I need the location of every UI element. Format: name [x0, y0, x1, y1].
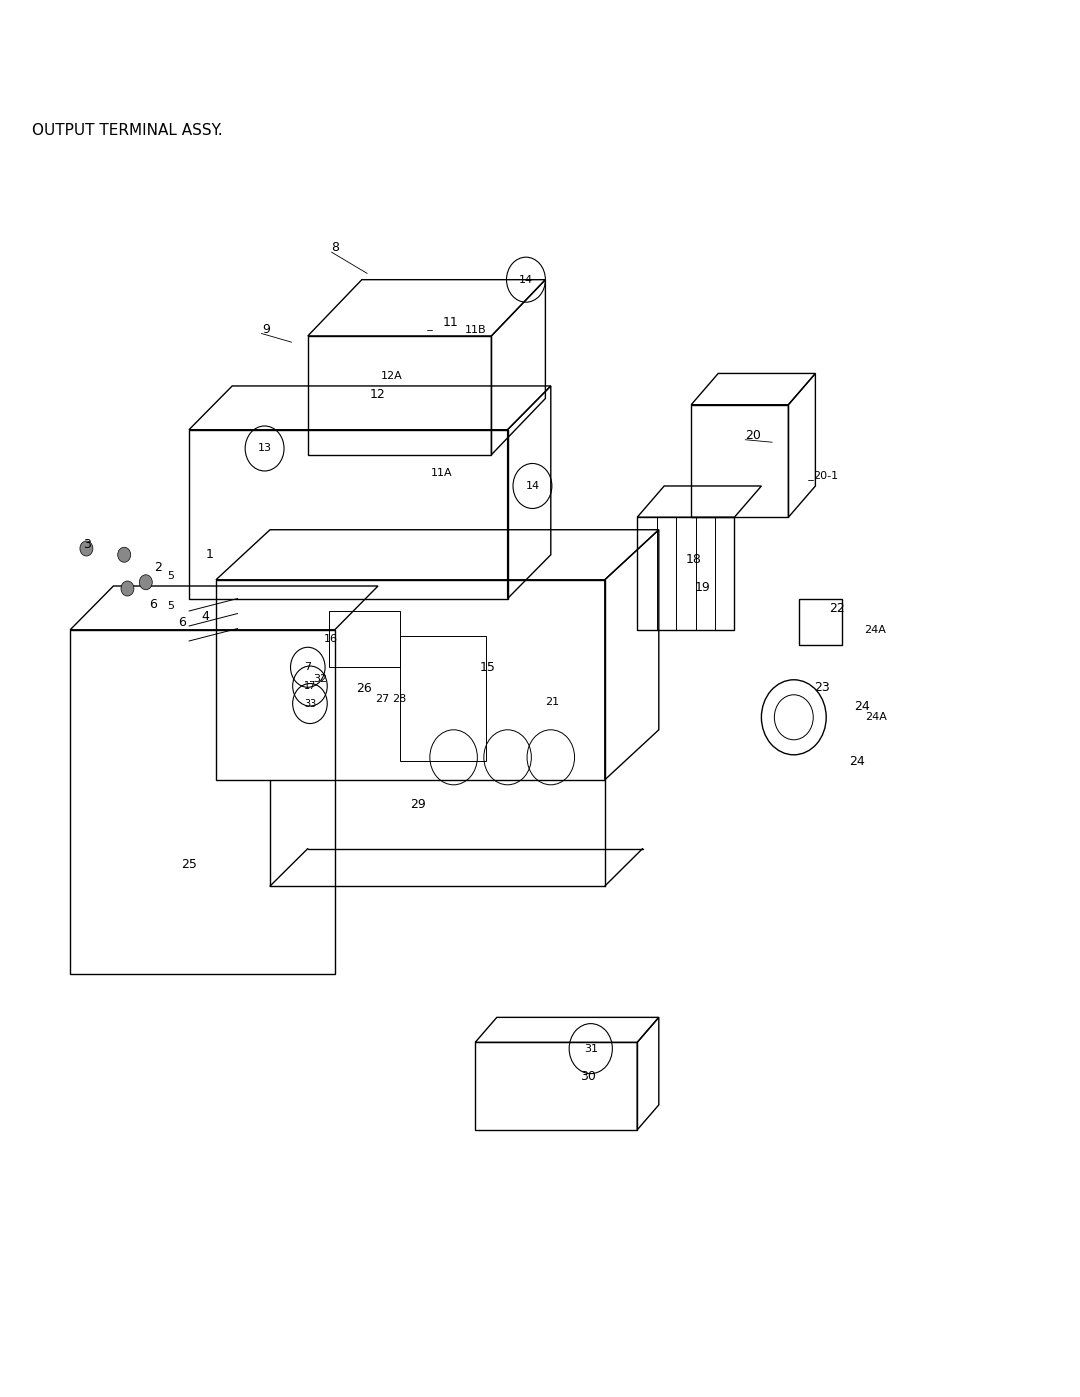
Text: 11A: 11A: [431, 468, 453, 479]
Text: 30: 30: [580, 1070, 596, 1083]
Text: 31: 31: [584, 1044, 597, 1053]
Text: 17: 17: [303, 680, 316, 692]
Text: 7: 7: [305, 662, 311, 672]
Text: 14: 14: [518, 275, 534, 285]
Text: 22: 22: [829, 602, 846, 615]
Text: 24: 24: [854, 700, 870, 712]
Text: 24: 24: [849, 754, 865, 767]
Text: OUTPUT TERMINAL ASSY.: OUTPUT TERMINAL ASSY.: [32, 123, 224, 138]
Circle shape: [121, 581, 134, 597]
Text: 33: 33: [303, 698, 316, 708]
Text: 21: 21: [545, 697, 559, 707]
Text: 20-1: 20-1: [813, 471, 838, 481]
Text: 9: 9: [262, 323, 270, 337]
Text: 27: 27: [375, 693, 389, 704]
Text: 24A: 24A: [864, 624, 886, 634]
Text: 26: 26: [356, 682, 373, 696]
Text: 28: 28: [392, 693, 406, 704]
Text: 1: 1: [205, 548, 213, 562]
Text: 18: 18: [686, 553, 702, 566]
Text: 2: 2: [154, 560, 162, 574]
Circle shape: [118, 548, 131, 562]
Bar: [329, 610, 400, 668]
Text: 4: 4: [201, 609, 208, 623]
Circle shape: [80, 541, 93, 556]
Text: 12: 12: [369, 388, 386, 401]
Text: 29: 29: [410, 798, 427, 812]
Text: 3: 3: [83, 538, 91, 552]
Text: 6: 6: [149, 598, 157, 612]
Text: 8: 8: [332, 240, 339, 254]
Text: 19: 19: [694, 581, 711, 594]
Text: 6: 6: [178, 616, 186, 629]
Text: 15: 15: [480, 661, 496, 673]
Text: 25: 25: [181, 858, 198, 872]
Text: 5: 5: [167, 571, 174, 581]
Text: 11B: 11B: [464, 324, 486, 335]
Text: DCA-36SPX— OUTPUT TERMINAL ASSY.: DCA-36SPX— OUTPUT TERMINAL ASSY.: [261, 25, 927, 54]
Text: 14: 14: [525, 481, 540, 490]
Text: 23: 23: [814, 680, 831, 694]
Text: 12A: 12A: [381, 372, 403, 381]
Text: 16: 16: [324, 633, 338, 644]
Text: 24A: 24A: [865, 712, 887, 722]
Text: 5: 5: [167, 601, 174, 610]
Text: PAGE 66 — DCA-36SPX—  OPERATION AND PARTS  MANUAL — REV. #1  (04/14/10): PAGE 66 — DCA-36SPX— OPERATION AND PARTS…: [161, 1351, 919, 1369]
Text: 32: 32: [313, 673, 327, 683]
Text: 13: 13: [258, 443, 271, 454]
Text: 11: 11: [443, 316, 459, 328]
Text: 20: 20: [745, 429, 761, 443]
Bar: [400, 636, 486, 761]
Circle shape: [139, 574, 152, 590]
